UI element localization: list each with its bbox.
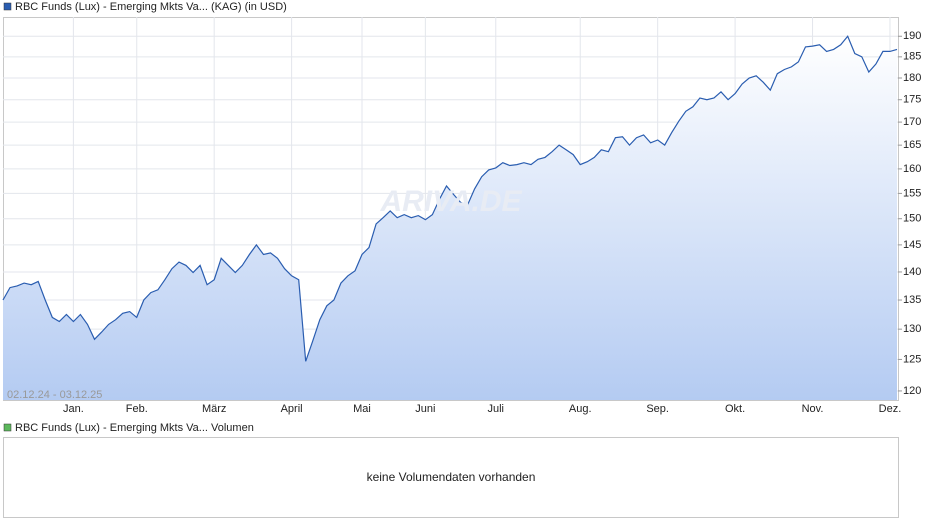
- x-tick-label: Nov.: [802, 403, 824, 415]
- y-tick-label: 170: [903, 116, 921, 128]
- y-tick-label: 175: [903, 94, 921, 106]
- y-tick-label: 165: [903, 139, 921, 151]
- x-tick-label: Mai: [353, 403, 371, 415]
- y-tick-label: 150: [903, 213, 921, 225]
- y-tick-label: 185: [903, 51, 921, 63]
- x-tick-label: März: [202, 403, 226, 415]
- date-range: 02.12.24 - 03.12.25: [7, 389, 102, 401]
- volume-frame: [3, 437, 899, 518]
- legend-label: RBC Funds (Lux) - Emerging Mkts Va... (K…: [15, 1, 287, 13]
- x-tick-label: Juli: [487, 403, 504, 415]
- y-tick-label: 190: [903, 30, 921, 42]
- y-tick-label: 180: [903, 72, 921, 84]
- x-tick-label: Sep.: [646, 403, 669, 415]
- volume-legend-label: RBC Funds (Lux) - Emerging Mkts Va... Vo…: [15, 422, 254, 434]
- x-tick-label: April: [281, 403, 303, 415]
- area: [3, 36, 897, 401]
- x-tick-label: Jan.: [63, 403, 84, 415]
- y-tick-label: 125: [903, 353, 921, 365]
- x-tick-label: Feb.: [126, 403, 148, 415]
- x-tick-label: Juni: [415, 403, 435, 415]
- y-tick-label: 130: [903, 323, 921, 335]
- x-tick-label: Aug.: [569, 403, 592, 415]
- x-tick-label: Okt.: [725, 403, 745, 415]
- y-tick-label: 135: [903, 294, 921, 306]
- y-tick-label: 155: [903, 187, 921, 199]
- volume-legend-swatch: [3, 423, 12, 432]
- price-line: [2, 35, 898, 362]
- y-tick-label: 120: [903, 385, 921, 397]
- y-tick-label: 145: [903, 239, 921, 251]
- y-tick-label: 140: [903, 266, 921, 278]
- volume-message: keine Volumendaten vorhanden: [367, 470, 536, 484]
- watermark: ARIVA.DE: [379, 185, 522, 218]
- legend-swatch: [3, 2, 12, 11]
- y-tick-label: 160: [903, 163, 921, 175]
- x-tick-label: Dez.: [879, 403, 902, 415]
